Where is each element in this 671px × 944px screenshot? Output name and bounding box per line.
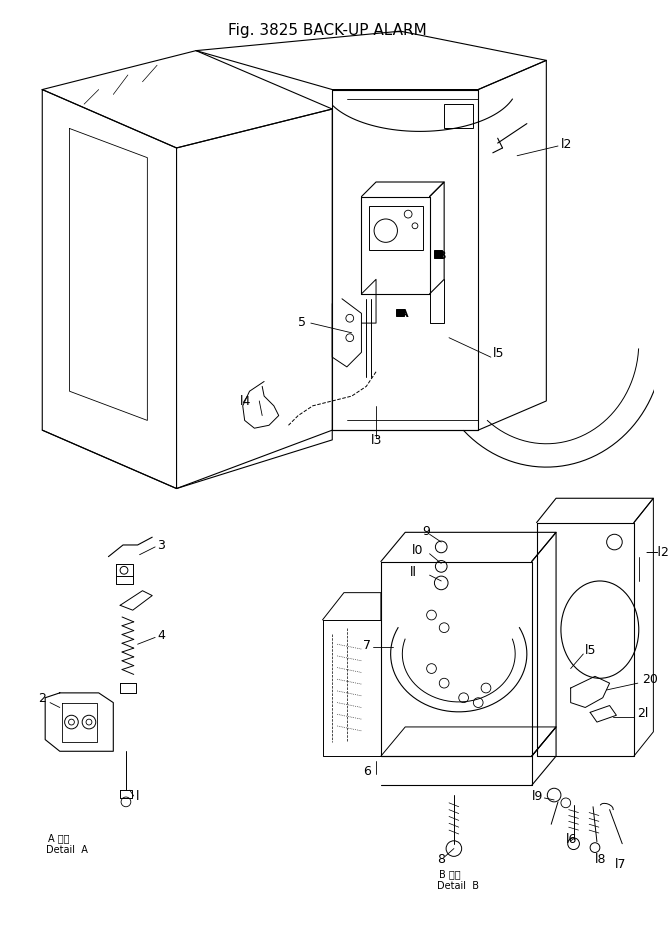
Text: A: A <box>401 309 409 319</box>
Text: Detail  B: Detail B <box>437 880 479 889</box>
Text: 9: 9 <box>422 524 429 537</box>
Text: 7: 7 <box>364 638 371 651</box>
Text: ll: ll <box>410 565 417 578</box>
Bar <box>444 105 473 129</box>
Text: 3: 3 <box>157 539 165 552</box>
Text: Detail  A: Detail A <box>46 844 88 853</box>
Text: 20: 20 <box>641 672 658 685</box>
Text: l0: l0 <box>412 544 423 557</box>
Text: B: B <box>438 251 447 261</box>
Text: 2l: 2l <box>637 706 648 719</box>
Text: l7: l7 <box>615 857 626 869</box>
Text: l3: l3 <box>371 434 382 447</box>
Text: 5: 5 <box>298 315 306 329</box>
Text: A 詳細: A 詳細 <box>48 832 70 842</box>
Text: 2: 2 <box>38 692 46 704</box>
Text: 4: 4 <box>157 629 165 641</box>
Text: B 詳細: B 詳細 <box>440 868 461 878</box>
Bar <box>434 251 442 259</box>
Text: l4: l4 <box>240 395 251 408</box>
Text: l: l <box>136 789 139 801</box>
Bar <box>397 310 404 317</box>
Text: 8: 8 <box>437 851 446 865</box>
Text: l6: l6 <box>566 833 577 846</box>
Text: —l2: —l2 <box>646 546 670 559</box>
Text: l9: l9 <box>531 789 543 801</box>
Text: l8: l8 <box>595 851 607 865</box>
Text: l5: l5 <box>585 643 597 656</box>
Bar <box>369 207 423 251</box>
Text: 6: 6 <box>364 765 371 778</box>
Text: l5: l5 <box>493 346 505 360</box>
Text: Fig. 3825 BACK-UP ALARM: Fig. 3825 BACK-UP ALARM <box>228 23 427 38</box>
Text: l2: l2 <box>561 138 572 150</box>
